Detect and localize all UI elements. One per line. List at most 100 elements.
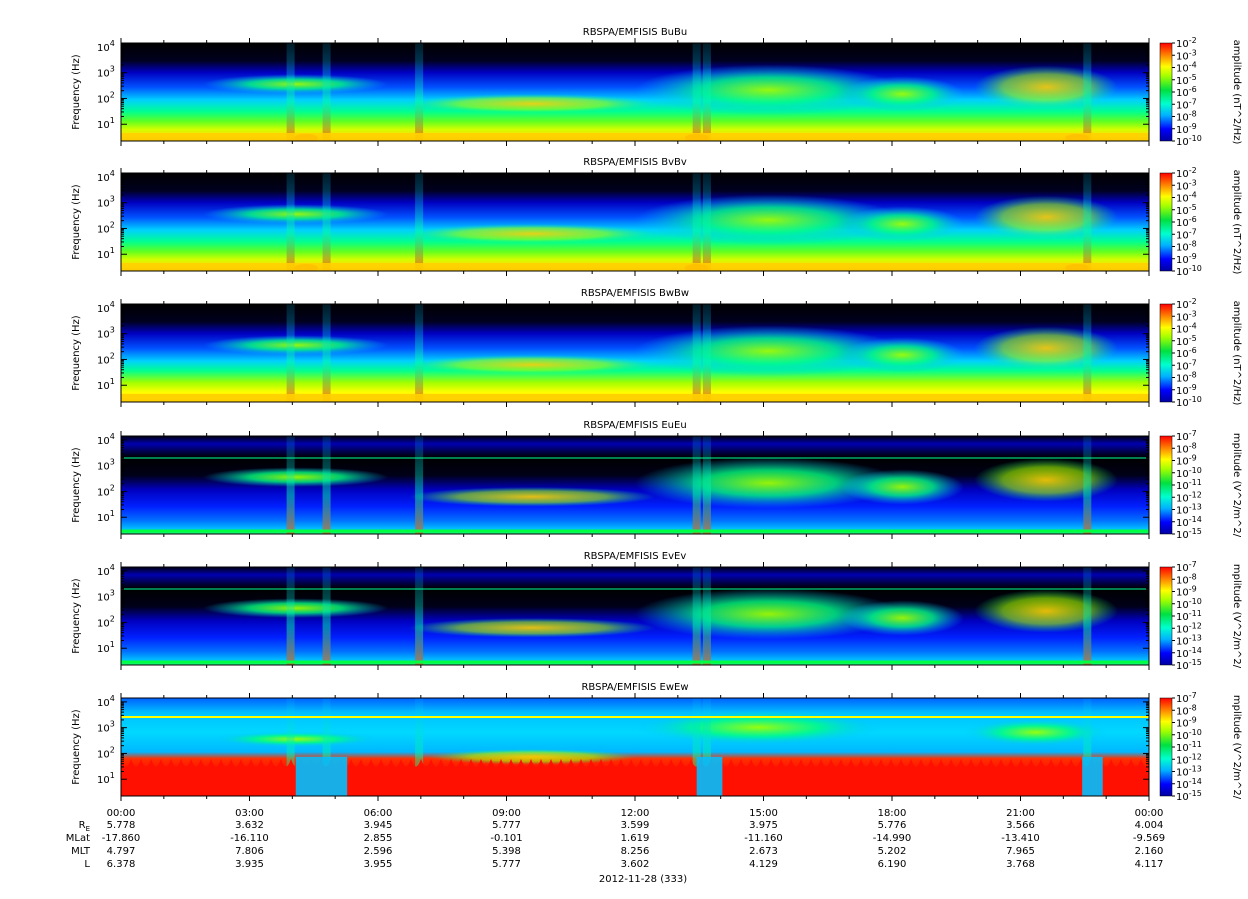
spike-band — [702, 567, 711, 665]
colorbar — [1159, 42, 1173, 142]
emission-region — [974, 195, 1119, 239]
x-tick-label: 15:00 — [749, 808, 778, 819]
emission-region — [635, 64, 903, 116]
colorbar-tick-label: 10-8 — [1176, 240, 1197, 254]
ephemeris-value: 4.797 — [107, 846, 136, 857]
spike-band — [415, 173, 424, 271]
spike-band — [702, 436, 711, 534]
gap-region — [1082, 756, 1103, 796]
emission-region — [635, 457, 903, 509]
panel-1: RBSPA/EMFISIS BuBu Frequency (Hz) 101 102 10… — [71, 27, 1242, 148]
ephemeris-label: MLat — [66, 833, 90, 844]
spike-band — [322, 43, 331, 141]
spectrogram-image — [121, 43, 1149, 141]
emission-region — [213, 731, 378, 747]
colorbar-tick-label: 10-9 — [1176, 383, 1197, 397]
colorbar-tick-label: 10-2 — [1176, 297, 1197, 311]
spike-band — [286, 304, 295, 402]
panel-title: RBSPA/EMFISIS BwBw — [581, 288, 689, 299]
spectrogram-image — [121, 698, 1149, 796]
colorbar-tick-label: 10-7 — [1176, 227, 1197, 241]
colorbar-tick-label: 10-6 — [1176, 346, 1197, 360]
y-tick-label: 103 — [97, 195, 115, 210]
spike-band — [322, 567, 331, 665]
ephemeris-value: 3.632 — [235, 820, 264, 831]
spike-band — [1083, 173, 1092, 271]
colorbar-tick-label: 10-2 — [1176, 166, 1197, 180]
ephemeris-value: -17.860 — [102, 833, 141, 844]
ephemeris-value: 1.619 — [621, 833, 650, 844]
ephemeris-value: 4.129 — [749, 859, 778, 870]
colorbar-tick-label: 10-8 — [1176, 371, 1197, 385]
spike-band — [692, 43, 701, 141]
colorbar-tick-label: 10-8 — [1176, 572, 1197, 586]
spike-band — [415, 304, 424, 402]
panel-3: RBSPA/EMFISIS BwBw Frequency (Hz) 101 102 10… — [71, 288, 1242, 409]
colorbar-tick-label: 10-12 — [1176, 490, 1202, 504]
colorbar-tick-label: 10-7 — [1176, 358, 1197, 372]
low-freq-band — [121, 133, 1149, 141]
spike-band — [702, 173, 711, 271]
ephemeris-value: 3.975 — [749, 820, 778, 831]
ephemeris-label: MLT — [71, 846, 91, 857]
ephemeris-value: 5.202 — [878, 846, 907, 857]
emission-region — [635, 588, 903, 640]
colorbar-tick-label: 10-8 — [1176, 441, 1197, 455]
panel-2: RBSPA/EMFISIS BvBv Frequency (Hz) 101 102 10… — [71, 157, 1242, 278]
x-tick-label: 21:00 — [1006, 808, 1035, 819]
emission-region — [408, 223, 656, 244]
spike-band — [702, 43, 711, 141]
spike-band — [322, 436, 331, 534]
spike-band — [415, 567, 424, 665]
y-tick-label: 101 — [97, 509, 115, 524]
emission-region — [840, 206, 964, 242]
panel-title: RBSPA/EMFISIS EvEv — [584, 551, 687, 562]
y-axis-label: Frequency (Hz) — [71, 447, 82, 523]
y-tick-label: 103 — [97, 65, 115, 80]
y-tick-label: 101 — [97, 246, 115, 261]
emission-region — [963, 718, 1108, 747]
ephemeris-value: 4.117 — [1135, 859, 1164, 870]
y-tick-label: 102 — [97, 220, 115, 235]
colorbar-tick-label: 10-4 — [1176, 322, 1197, 336]
emission-region — [408, 617, 656, 638]
y-axis-label: Frequency (Hz) — [71, 709, 82, 785]
colorbar-tick-label: 10-9 — [1176, 122, 1197, 136]
colorbar-tick-label: 10-13 — [1176, 765, 1202, 779]
spike-band — [286, 567, 295, 665]
colorbar-tick-label: 10-10 — [1176, 264, 1202, 278]
colorbar — [1159, 303, 1173, 403]
spike-band — [286, 173, 295, 271]
y-tick-label: 102 — [97, 745, 115, 760]
colorbar — [1159, 435, 1173, 535]
y-axis-label: Frequency (Hz) — [71, 184, 82, 260]
colorbar-tick-label: 10-14 — [1176, 515, 1202, 529]
emission-region — [408, 354, 656, 375]
colorbar-tick-label: 10-12 — [1176, 752, 1202, 766]
y-tick-label: 104 — [97, 694, 115, 709]
emission-region — [408, 486, 656, 507]
y-tick-label: 103 — [97, 589, 115, 604]
colorbar-tick-label: 10-10 — [1176, 134, 1202, 148]
ephemeris-value: -14.990 — [873, 833, 912, 844]
y-tick-label: 102 — [97, 90, 115, 105]
colorbar-tick-label: 10-15 — [1176, 527, 1202, 541]
panel-title: RBSPA/EMFISIS EuEu — [583, 420, 686, 431]
colorbar-tick-label: 10-7 — [1176, 691, 1197, 705]
emission-region — [974, 326, 1119, 370]
ephemeris-value: 3.935 — [235, 859, 264, 870]
colorbar-tick-label: 10-5 — [1176, 203, 1197, 217]
spike-band — [322, 173, 331, 271]
colorbar-tick-label: 10-9 — [1176, 585, 1197, 599]
gap-region — [696, 756, 723, 796]
spike-band — [286, 436, 295, 534]
spectrogram-image — [121, 436, 1149, 534]
ephemeris-value: 2.673 — [749, 846, 778, 857]
colorbar-label: mplitude (V^2/m^2/ — [1231, 564, 1242, 669]
spectrogram-image — [121, 304, 1149, 402]
colorbar-tick-label: 10-5 — [1176, 73, 1197, 87]
ephemeris-value: 2.596 — [364, 846, 393, 857]
colorbar-label: mplitude (V^2/m^2/ — [1231, 695, 1242, 800]
x-tick-label: 00:00 — [107, 808, 136, 819]
ephemeris-value: 2.855 — [364, 833, 393, 844]
